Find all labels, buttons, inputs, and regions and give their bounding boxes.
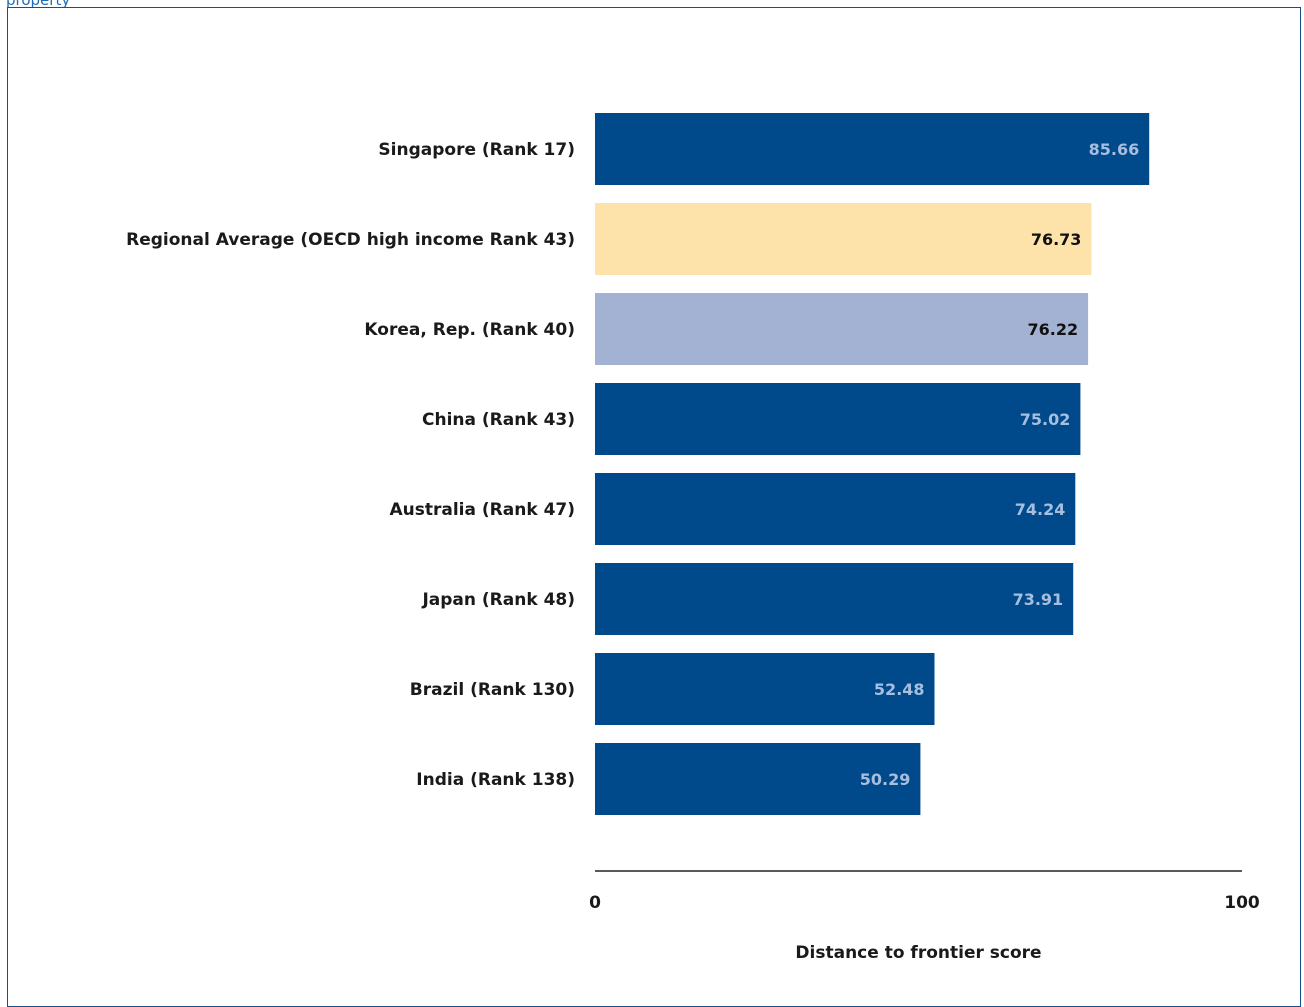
bar — [595, 473, 1076, 545]
value-label: 76.73 — [1031, 230, 1082, 249]
category-label: Regional Average (OECD high income Rank … — [126, 230, 575, 250]
category-label: Singapore (Rank 17) — [378, 140, 575, 160]
bar — [595, 563, 1074, 635]
bar — [595, 383, 1081, 455]
bar — [595, 743, 921, 815]
category-label: India (Rank 138) — [416, 770, 575, 790]
category-label: Brazil (Rank 130) — [410, 680, 575, 700]
value-label: 75.02 — [1020, 410, 1071, 429]
bar — [595, 113, 1150, 185]
category-label: China (Rank 43) — [422, 410, 575, 430]
value-label: 50.29 — [860, 770, 911, 789]
x-tick-label: 100 — [1224, 893, 1260, 913]
x-tick-label: 0 — [589, 893, 601, 913]
chart-caption: property — [6, 0, 71, 9]
x-axis-title: Distance to frontier score — [795, 943, 1041, 963]
category-label: Japan (Rank 48) — [421, 590, 575, 610]
category-label: Australia (Rank 47) — [390, 500, 576, 520]
bar — [595, 203, 1092, 275]
value-label: 74.24 — [1015, 500, 1066, 519]
bar — [595, 293, 1089, 365]
category-label: Korea, Rep. (Rank 40) — [364, 320, 575, 340]
value-label: 73.91 — [1013, 590, 1064, 609]
value-label: 85.66 — [1089, 140, 1140, 159]
value-label: 52.48 — [874, 680, 925, 699]
value-label: 76.22 — [1028, 320, 1079, 339]
bar — [595, 653, 935, 725]
